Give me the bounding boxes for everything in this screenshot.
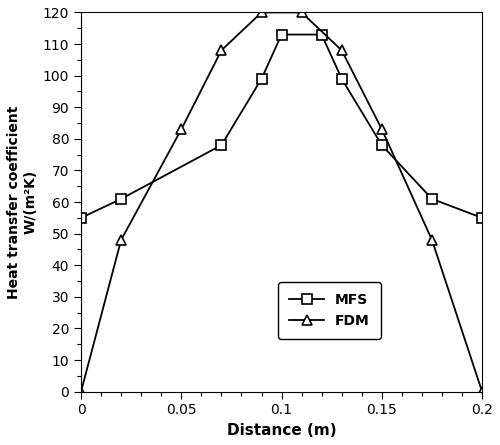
- MFS: [318, 32, 324, 37]
- FDM: [298, 10, 304, 15]
- Legend: MFS, FDM: MFS, FDM: [278, 282, 381, 339]
- FDM: [178, 127, 184, 132]
- MFS: [258, 76, 264, 81]
- MFS: [379, 142, 385, 148]
- FDM: [118, 237, 124, 243]
- FDM: [379, 127, 385, 132]
- FDM: [258, 10, 264, 15]
- FDM: [429, 237, 435, 243]
- MFS: [218, 142, 224, 148]
- MFS: [338, 76, 344, 81]
- FDM: [218, 48, 224, 53]
- X-axis label: Distance (m): Distance (m): [226, 423, 336, 438]
- MFS: [429, 196, 435, 202]
- FDM: [338, 48, 344, 53]
- MFS: [78, 215, 84, 221]
- FDM: [78, 389, 84, 394]
- Y-axis label: Heat transfer coefficient
W/(m²K): Heat transfer coefficient W/(m²K): [7, 105, 37, 299]
- Line: FDM: FDM: [76, 8, 487, 396]
- FDM: [479, 389, 485, 394]
- MFS: [278, 32, 284, 37]
- MFS: [479, 215, 485, 221]
- Line: MFS: MFS: [76, 30, 487, 223]
- MFS: [118, 196, 124, 202]
